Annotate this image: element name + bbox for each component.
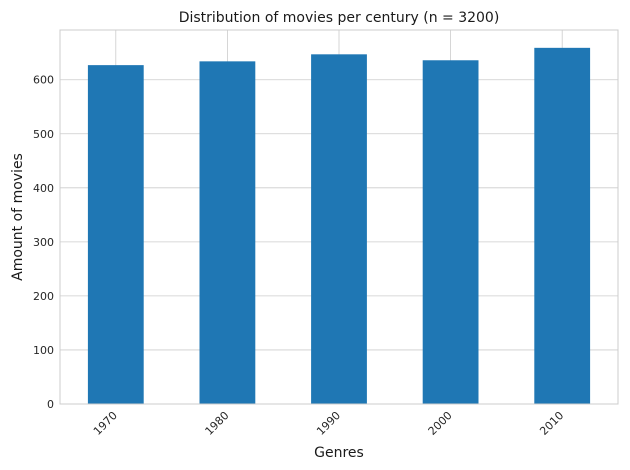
bar-1990 — [311, 54, 367, 405]
x-tick-labels: 1970 1980 1990 2000 2010 — [91, 409, 566, 438]
bars — [87, 47, 591, 405]
plot-frame — [59, 29, 619, 405]
bar-1980 — [199, 61, 256, 404]
y-tick-label: 400 — [33, 182, 54, 195]
y-tick-label: 100 — [33, 344, 54, 357]
y-tick-label: 500 — [33, 128, 54, 141]
x-tick-label: 2000 — [426, 409, 455, 438]
y-tick-label: 300 — [33, 236, 54, 249]
bar-2010 — [534, 47, 591, 404]
bar-1970 — [87, 65, 144, 404]
y-tick-label: 600 — [33, 74, 54, 87]
x-axis-label: Genres — [314, 445, 364, 461]
y-axis-label: Amount of movies — [10, 153, 26, 281]
y-tick-label: 200 — [33, 290, 54, 303]
x-tick-label: 1980 — [203, 409, 232, 438]
chart-title: Distribution of movies per century (n = … — [179, 10, 500, 26]
x-tick-label: 2010 — [537, 409, 566, 438]
x-tick-label: 1970 — [91, 409, 120, 438]
bar-2000 — [422, 60, 479, 404]
x-tick-label: 1990 — [314, 409, 343, 438]
y-tick-label: 0 — [47, 398, 54, 411]
y-tick-labels: 0 100 200 300 400 500 600 — [33, 74, 54, 411]
